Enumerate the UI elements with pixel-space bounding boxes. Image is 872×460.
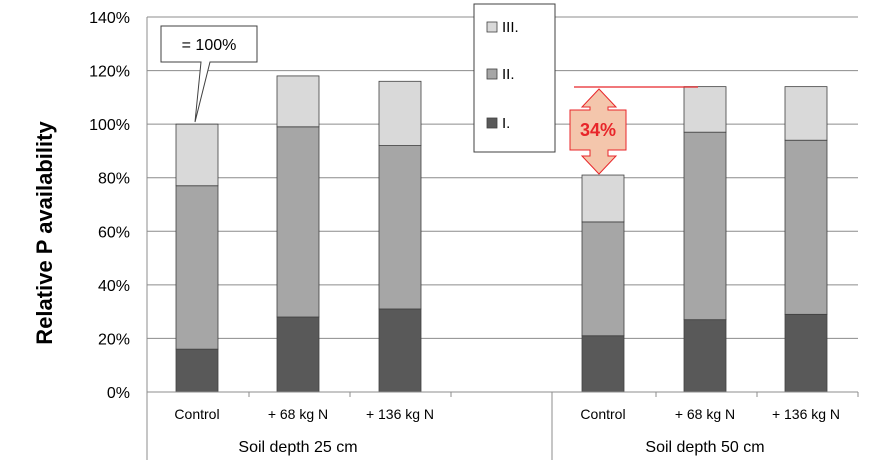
legend-swatch	[486, 117, 498, 129]
y-tick-label: 140%	[89, 10, 130, 27]
callout: = 100%	[160, 25, 258, 123]
bar-segment-ii	[784, 139, 828, 315]
bar-segment-i	[276, 316, 320, 393]
y-tick-label: 40%	[98, 278, 130, 295]
legend: III. II. I.	[473, 3, 556, 153]
difference-annotation: 34%	[569, 86, 698, 175]
x-category-label: + 136 kg N	[772, 406, 840, 422]
y-tick-label: 20%	[98, 331, 130, 348]
x-category-label: + 68 kg N	[675, 406, 735, 422]
labels: 0% 20% 40% 60% 80% 100% 120% 140% Control + 68 kg…	[89, 10, 840, 456]
x-category-label: + 136 kg N	[366, 406, 434, 422]
bar-segment-iii	[276, 75, 320, 128]
double-arrow	[569, 88, 627, 175]
y-tick-label: 60%	[98, 224, 130, 241]
callout-box	[160, 25, 258, 123]
y-axis-label: Relative P availability	[32, 121, 57, 345]
legend-swatch	[486, 68, 498, 80]
x-group-label: Soil depth 50 cm	[645, 439, 764, 456]
bar-segment-iii	[378, 80, 422, 146]
x-group-label: Soil depth 25 cm	[238, 439, 357, 456]
callout-text: = 100%	[182, 37, 237, 54]
bar-segment-ii	[581, 221, 625, 337]
bar-segment-ii	[276, 126, 320, 318]
y-tick-label: 100%	[89, 117, 130, 134]
legend-label: I.	[502, 115, 510, 132]
legend-label: III.	[502, 19, 519, 36]
x-category-label: Control	[174, 406, 219, 422]
bar-segment-i	[581, 335, 625, 393]
bar-segment-i	[175, 348, 219, 393]
x-category-label: Control	[580, 406, 625, 422]
legend-label: II.	[502, 66, 515, 83]
bar-segment-ii	[378, 145, 422, 310]
bar-segment-i	[378, 308, 422, 393]
bar-segment-i	[784, 313, 828, 393]
y-tick-label: 80%	[98, 171, 130, 188]
bar-segment-iii	[175, 123, 219, 187]
axes	[146, 17, 859, 460]
difference-label: 34%	[580, 120, 616, 140]
legend-swatch	[486, 21, 498, 33]
bar-segment-iii	[581, 174, 625, 223]
bar-segment-ii	[175, 185, 219, 350]
bar-segment-iii	[683, 86, 727, 133]
bar-segment-iii	[784, 86, 828, 141]
bar-segment-ii	[683, 131, 727, 321]
y-tick-label: 0%	[107, 385, 130, 402]
y-tick-label: 120%	[89, 64, 130, 81]
bar-segment-i	[683, 319, 727, 393]
x-category-label: + 68 kg N	[268, 406, 328, 422]
bars	[175, 75, 828, 393]
